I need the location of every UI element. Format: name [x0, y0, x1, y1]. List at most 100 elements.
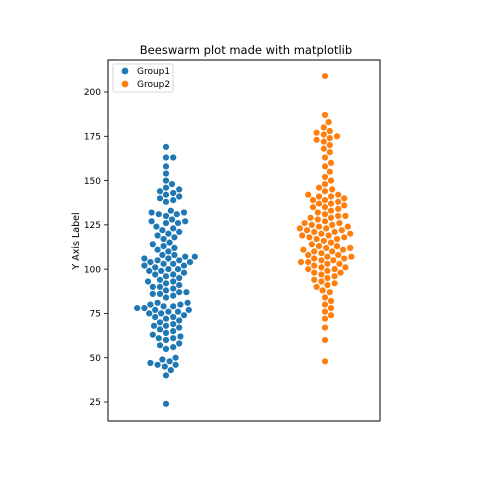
data-point-group1 [160, 303, 167, 310]
y-tick-label: 175 [84, 132, 101, 142]
data-point-group1 [162, 273, 170, 280]
data-point-group2 [338, 227, 345, 234]
data-point-group1 [176, 228, 183, 235]
data-point-group2 [335, 251, 342, 259]
y-tick-label: 125 [84, 221, 101, 231]
data-point-group2 [321, 358, 329, 365]
data-point-group2 [321, 211, 329, 218]
data-point-group2 [331, 228, 338, 235]
data-point-group2 [321, 181, 329, 188]
data-point-group2 [311, 262, 318, 269]
data-point-group2 [341, 195, 348, 202]
data-point-group1 [170, 303, 177, 310]
data-point-group2 [314, 209, 321, 216]
data-point-group2 [327, 177, 335, 184]
data-point-group2 [320, 145, 327, 152]
data-point-group1 [171, 251, 178, 259]
data-point-group2 [315, 223, 323, 230]
data-point-group2 [347, 230, 354, 237]
data-point-group1 [154, 299, 161, 306]
data-point-group2 [305, 251, 312, 259]
data-point-group2 [311, 228, 318, 235]
data-point-group1 [147, 301, 154, 308]
data-point-group1 [180, 262, 188, 269]
data-point-group2 [321, 315, 329, 322]
data-point-group2 [303, 227, 311, 234]
data-point-group2 [318, 250, 325, 257]
data-point-group2 [309, 204, 317, 211]
data-point-group1 [176, 193, 183, 200]
data-point-group2 [341, 234, 348, 241]
data-point-group2 [339, 246, 347, 253]
data-point-group1 [162, 154, 170, 161]
data-point-group2 [342, 212, 349, 220]
data-point-group1 [162, 143, 170, 150]
data-point-group1 [170, 313, 177, 321]
legend-marker-group2 [121, 80, 129, 88]
data-point-group1 [141, 305, 148, 312]
data-point-group1 [146, 310, 153, 317]
data-point-group1 [134, 305, 141, 312]
data-point-group2 [321, 301, 329, 308]
data-point-group2 [323, 225, 330, 232]
data-point-group1 [147, 359, 154, 367]
data-point-group1 [144, 278, 152, 285]
data-point-group2 [320, 131, 327, 138]
data-point-group1 [150, 322, 158, 329]
data-point-group2 [321, 218, 329, 225]
data-point-group1 [174, 308, 182, 315]
data-point-group2 [313, 235, 320, 243]
y-tick-label: 25 [90, 398, 101, 408]
data-point-group2 [348, 253, 355, 260]
data-point-group2 [308, 221, 315, 228]
data-point-group1 [170, 344, 177, 351]
data-point-group1 [167, 367, 174, 374]
data-point-group1 [182, 253, 189, 260]
y-tick-label: 50 [90, 354, 102, 364]
chart-title: Beeswarm plot made with matplotlib [140, 43, 352, 57]
data-point-group1 [174, 266, 182, 273]
data-point-group1 [162, 287, 170, 294]
data-point-group1 [162, 220, 170, 227]
data-point-group1 [148, 218, 155, 225]
data-point-group1 [156, 342, 164, 349]
data-point-group1 [162, 345, 170, 352]
data-point-group1 [177, 301, 184, 308]
y-tick-label: 75 [90, 310, 101, 320]
data-point-group1 [159, 356, 166, 363]
data-point-group1 [165, 255, 172, 262]
data-point-group2 [308, 241, 315, 248]
data-point-group2 [329, 248, 336, 255]
y-axis-label: Y Axis Label [71, 212, 82, 270]
data-point-group1 [162, 212, 170, 220]
data-point-group2 [327, 239, 335, 246]
y-tick-label: 200 [84, 88, 101, 98]
data-point-group2 [307, 214, 314, 221]
data-point-group2 [327, 305, 335, 312]
data-point-group1 [176, 186, 183, 193]
data-point-group1 [162, 163, 170, 170]
data-point-group1 [177, 333, 184, 340]
data-point-group2 [315, 243, 323, 250]
data-point-group2 [311, 248, 318, 255]
data-point-group2 [331, 266, 338, 273]
data-point-group1 [160, 243, 167, 250]
data-point-group2 [325, 119, 332, 126]
data-point-group2 [337, 269, 344, 276]
y-tick-label: 100 [84, 265, 101, 275]
data-point-group2 [324, 274, 331, 282]
data-point-group1 [170, 321, 177, 328]
data-point-group2 [347, 244, 354, 251]
data-point-group2 [318, 278, 325, 285]
data-point-group1 [170, 260, 177, 267]
data-point-group1 [162, 329, 170, 336]
data-point-group1 [170, 285, 177, 292]
data-point-group2 [321, 188, 329, 195]
data-points [134, 73, 355, 407]
data-point-group1 [162, 336, 170, 344]
data-point-group2 [305, 259, 312, 266]
legend-label-group1: Group1 [137, 67, 170, 77]
data-point-group1 [191, 253, 198, 260]
data-point-group1 [152, 313, 159, 321]
